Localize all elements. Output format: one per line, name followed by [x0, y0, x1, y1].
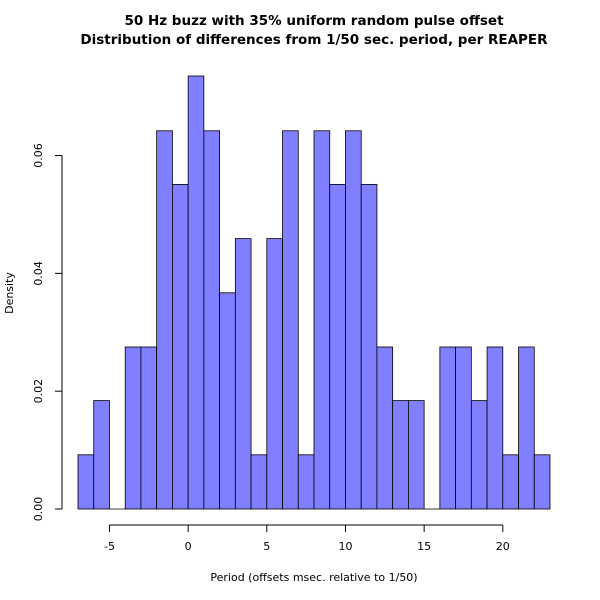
x-tick-label: 5	[263, 540, 270, 553]
histogram-bar	[486, 346, 504, 510]
histogram-bar	[297, 454, 315, 510]
histogram-bar	[376, 346, 394, 510]
histogram-bars	[77, 75, 551, 510]
histogram-bar	[502, 454, 519, 510]
histogram-bar	[282, 130, 299, 510]
y-axis-label: Density	[3, 272, 16, 314]
histogram-bar	[455, 346, 472, 510]
histogram-bar	[93, 400, 110, 510]
x-axis: -5 0 5 10 15 20	[104, 524, 510, 553]
histogram-bar	[518, 346, 535, 510]
x-axis-label: Period (offsets msec. relative to 1/50)	[210, 571, 417, 584]
histogram-bar	[407, 400, 425, 510]
chart-subtitle: Distribution of differences from 1/50 se…	[80, 32, 548, 48]
y-axis: 0.00 0.02 0.04 0.06	[32, 143, 63, 522]
x-tick-label: -5	[104, 540, 115, 553]
histogram-bar	[234, 238, 252, 510]
y-tick-label: 0.02	[32, 379, 45, 404]
histogram-bar	[470, 400, 488, 510]
histogram-bar	[250, 454, 268, 510]
x-tick-label: 0	[185, 540, 192, 553]
histogram-bar	[156, 130, 173, 510]
y-tick-label: 0.06	[32, 143, 45, 168]
histogram-bar	[439, 346, 457, 510]
histogram-bar	[140, 346, 158, 510]
x-tick-label: 10	[338, 540, 352, 553]
histogram-bar	[124, 346, 142, 510]
y-tick-label: 0.00	[32, 497, 45, 522]
histogram-bar	[392, 400, 409, 510]
histogram-bar	[329, 183, 346, 510]
histogram-bar	[360, 183, 378, 510]
histogram-bar	[533, 454, 551, 510]
histogram-bar	[77, 454, 95, 510]
y-tick-label: 0.04	[32, 261, 45, 286]
histogram-bar	[313, 130, 331, 510]
histogram-bar	[219, 292, 236, 510]
x-tick-label: 15	[417, 540, 431, 553]
histogram-bar	[187, 75, 205, 510]
chart-title: 50 Hz buzz with 35% uniform random pulse…	[124, 13, 504, 29]
histogram-bar	[266, 238, 283, 510]
histogram-bar	[203, 130, 221, 510]
x-tick-label: 20	[496, 540, 510, 553]
histogram-bar	[345, 130, 362, 510]
histogram-bar	[171, 183, 189, 510]
